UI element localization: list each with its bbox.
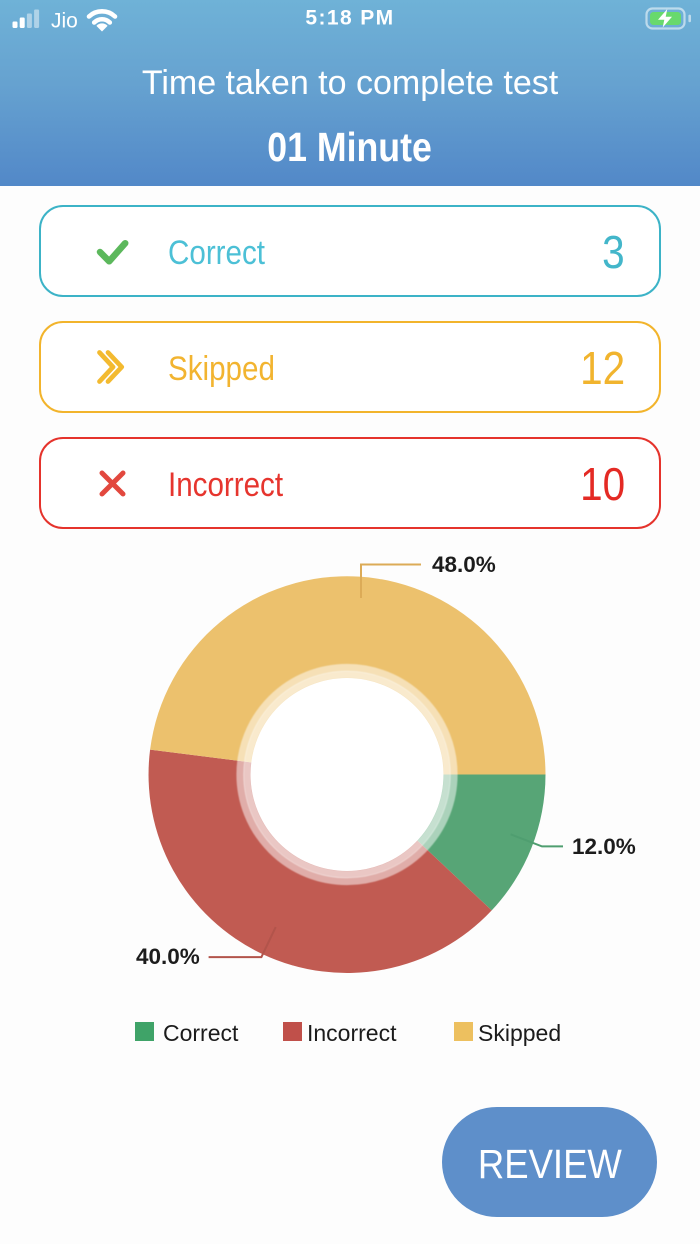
svg-text:Jio: Jio: [51, 10, 78, 33]
svg-text:5:18 PM: 5:18 PM: [305, 7, 394, 30]
